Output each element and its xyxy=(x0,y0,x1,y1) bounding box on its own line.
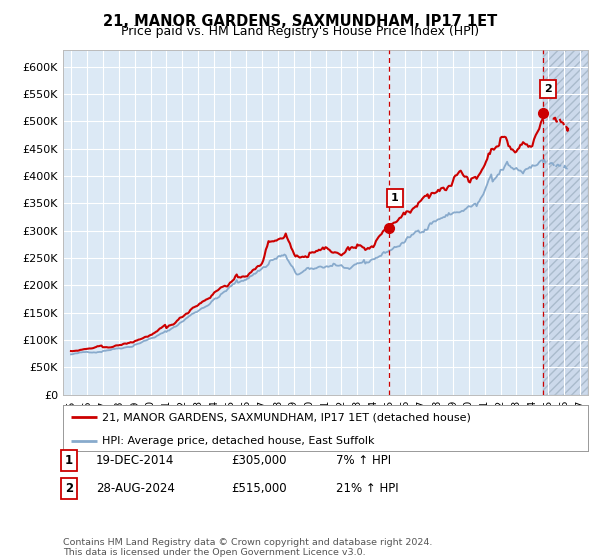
Text: 1: 1 xyxy=(391,193,399,203)
Text: 2: 2 xyxy=(65,482,73,495)
Text: £515,000: £515,000 xyxy=(231,482,287,495)
Text: HPI: Average price, detached house, East Suffolk: HPI: Average price, detached house, East… xyxy=(103,436,375,446)
Text: 1: 1 xyxy=(65,454,73,467)
Text: 21% ↑ HPI: 21% ↑ HPI xyxy=(336,482,398,495)
Bar xyxy=(542,50,588,395)
Bar xyxy=(542,50,588,395)
Text: 2: 2 xyxy=(544,83,552,94)
Text: 28-AUG-2024: 28-AUG-2024 xyxy=(96,482,175,495)
Text: £305,000: £305,000 xyxy=(231,454,287,467)
Text: 7% ↑ HPI: 7% ↑ HPI xyxy=(336,454,391,467)
Text: Contains HM Land Registry data © Crown copyright and database right 2024.
This d: Contains HM Land Registry data © Crown c… xyxy=(63,538,433,557)
Text: Price paid vs. HM Land Registry's House Price Index (HPI): Price paid vs. HM Land Registry's House … xyxy=(121,25,479,38)
Text: 21, MANOR GARDENS, SAXMUNDHAM, IP17 1ET: 21, MANOR GARDENS, SAXMUNDHAM, IP17 1ET xyxy=(103,14,497,29)
Text: 19-DEC-2014: 19-DEC-2014 xyxy=(96,454,175,467)
Text: 21, MANOR GARDENS, SAXMUNDHAM, IP17 1ET (detached house): 21, MANOR GARDENS, SAXMUNDHAM, IP17 1ET … xyxy=(103,412,471,422)
